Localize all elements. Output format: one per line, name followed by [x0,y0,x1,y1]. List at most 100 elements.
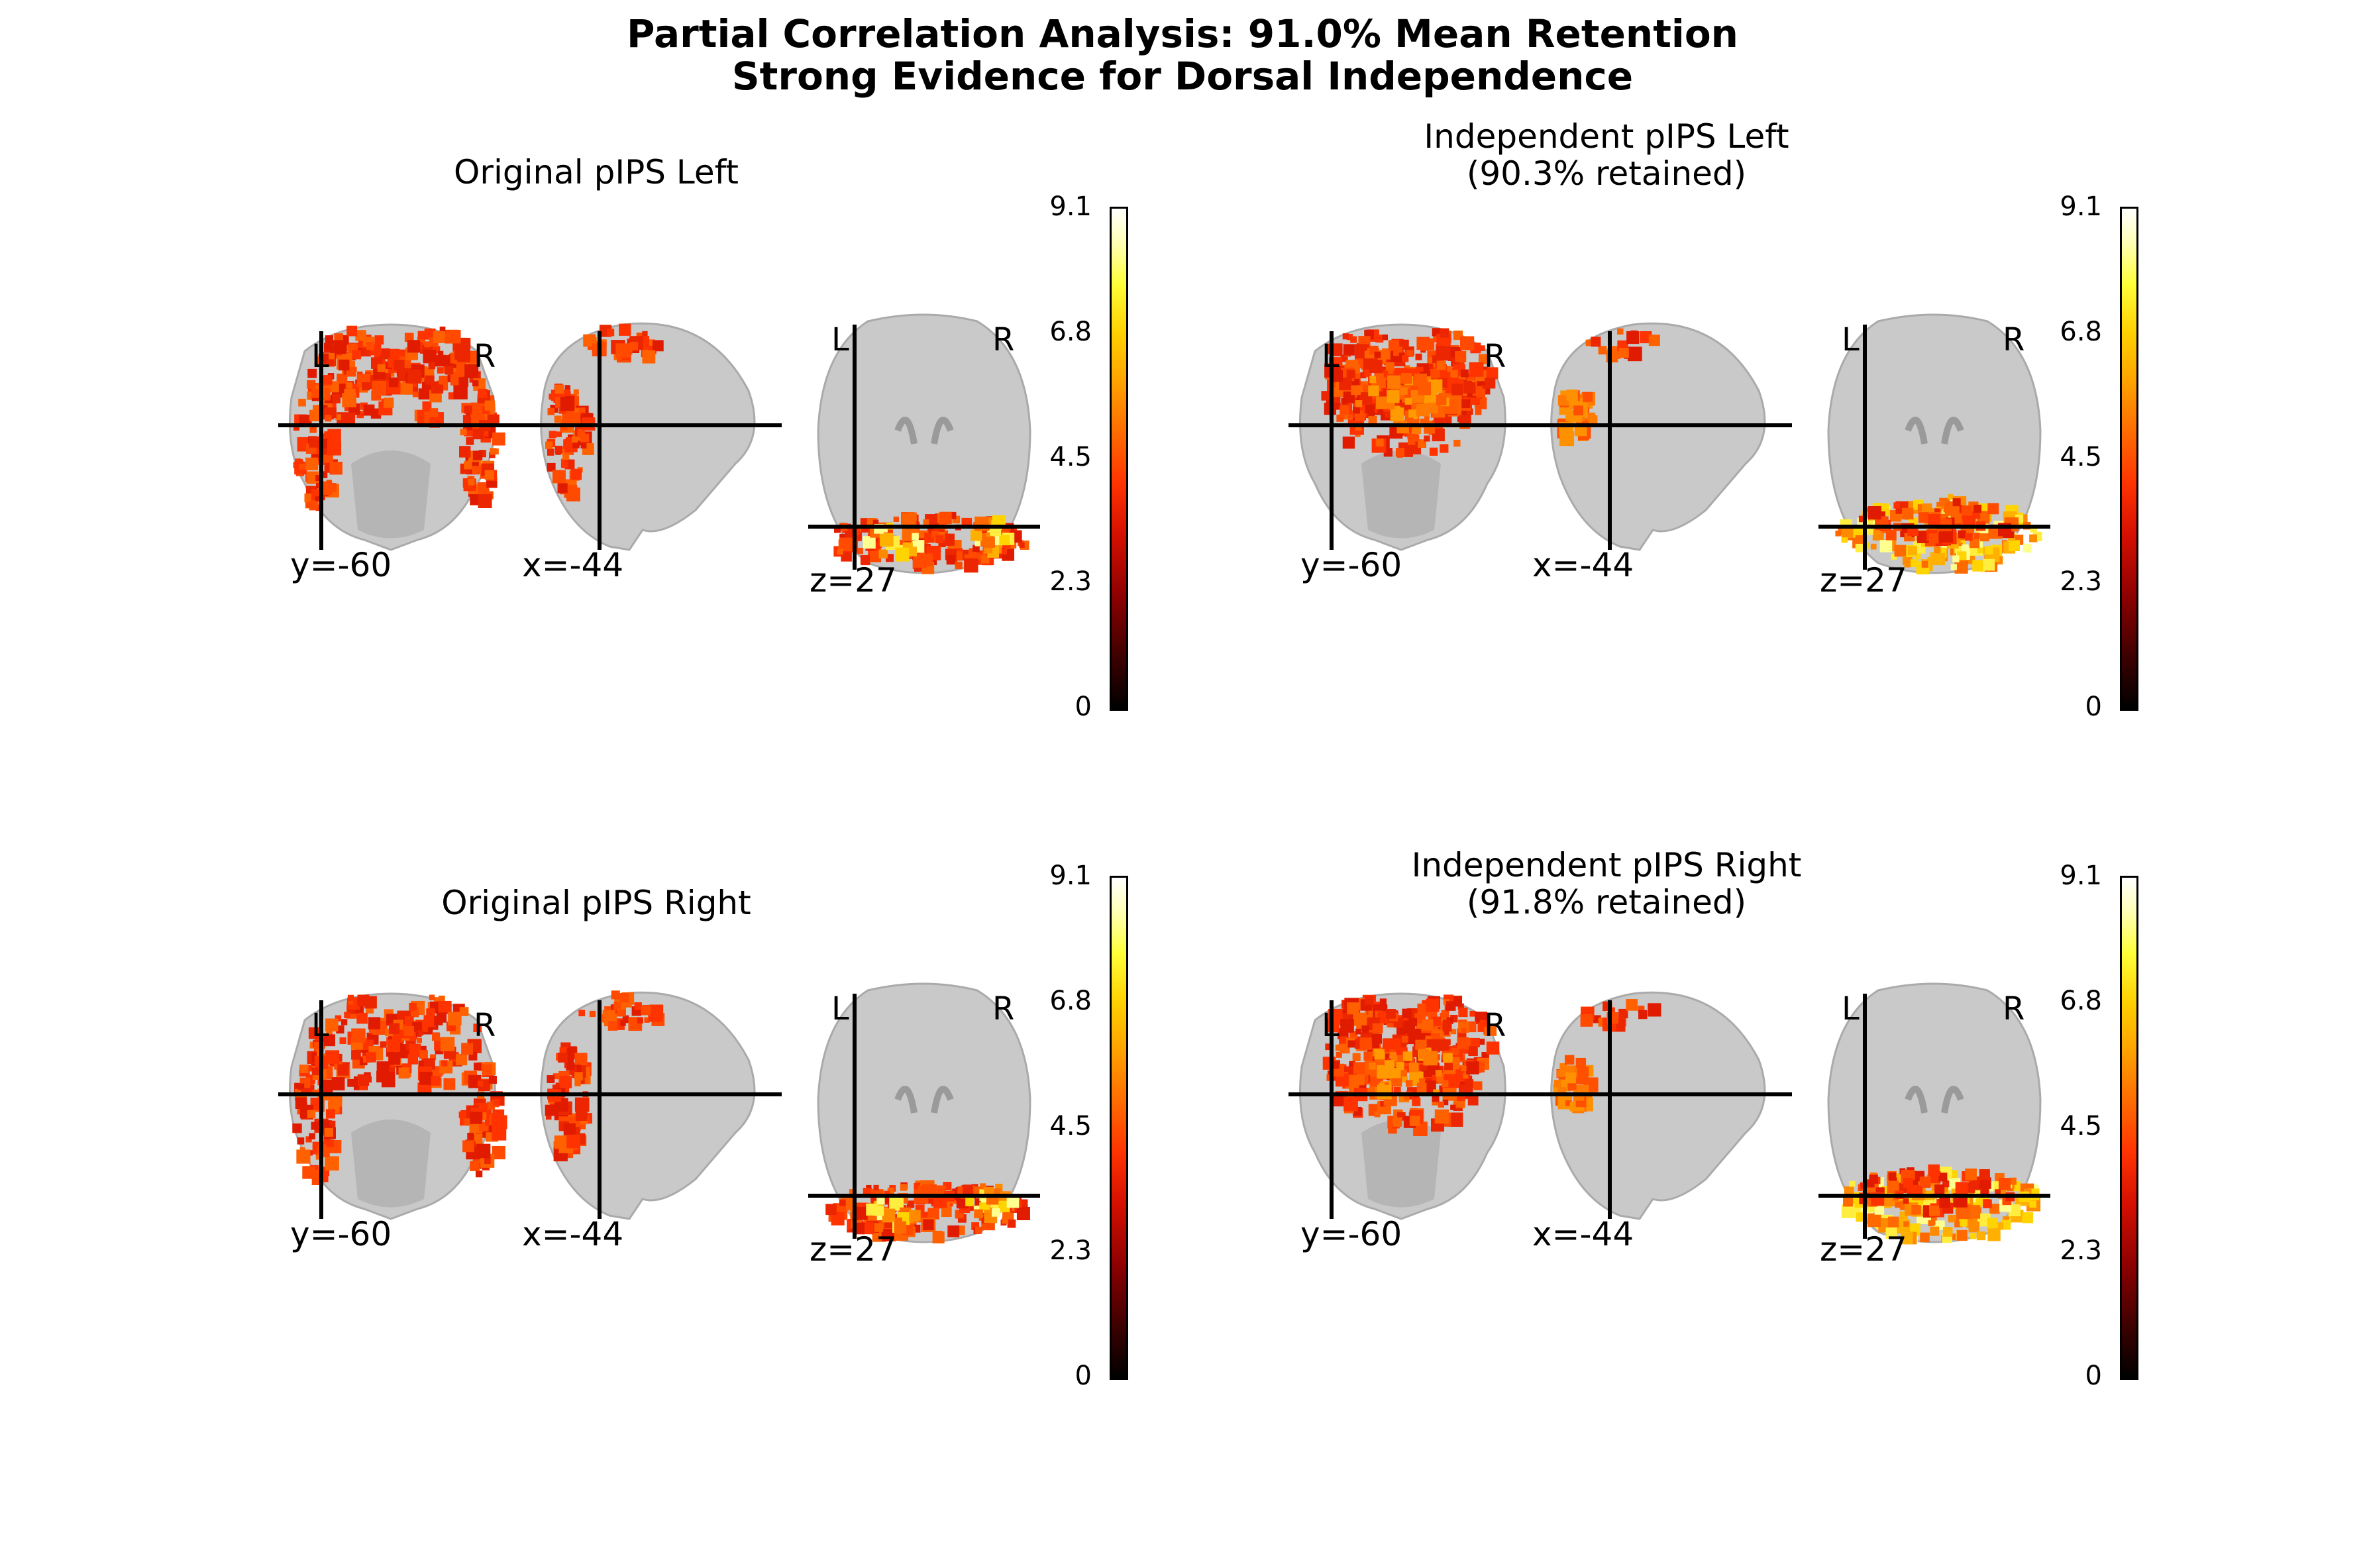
activation-voxel [641,1005,651,1016]
panel-title: Original pIPS Right [441,884,751,922]
activation-voxel [407,1054,419,1065]
activation-voxel [623,1017,629,1023]
colorbar-tick-label: 6.8 [2060,985,2102,1016]
activation-voxel [1855,543,1864,552]
activation-voxel [1336,1051,1342,1058]
activation-voxel [374,335,384,345]
activation-voxel [315,496,321,502]
activation-voxel [407,369,422,384]
activation-voxel [545,1114,552,1120]
activation-voxel [1943,504,1952,513]
activation-voxel [1450,1014,1458,1023]
activation-voxel [292,1123,302,1133]
activation-voxel [1462,1046,1469,1053]
activation-voxel [1420,342,1429,351]
activation-voxel [462,1140,474,1153]
activation-voxel [933,1194,947,1208]
activation-voxel [307,380,316,389]
activation-voxel [342,393,356,407]
sagittal-coordinate-label: x=-44 [1532,546,1634,584]
activation-voxel [1987,1218,1998,1229]
activation-voxel [642,350,656,364]
activation-voxel [335,1015,342,1021]
activation-voxel [557,1053,568,1063]
brain-slices [278,982,1040,1244]
activation-voxel [1408,1063,1419,1072]
activation-voxel [472,466,481,475]
activation-voxel [430,1054,437,1061]
activation-voxel [893,516,899,523]
activation-voxel [1908,546,1917,556]
activation-voxel [1430,369,1440,379]
activation-voxel [557,483,568,494]
activation-voxel [1416,403,1430,417]
activation-voxel [1016,1207,1030,1221]
activation-voxel [1436,360,1446,370]
panel-subtitle: (90.3% retained) [1466,154,1747,193]
activation-voxel [1463,1072,1469,1079]
activation-voxel [327,359,335,367]
activation-voxel [409,1043,421,1056]
activation-voxel [327,429,341,443]
activation-voxel [1401,1035,1408,1043]
activation-voxel [324,1127,334,1137]
activation-voxel [1970,1233,1977,1239]
activation-voxel [556,431,562,437]
activation-voxel [1405,1080,1413,1087]
activation-voxel [1369,376,1377,384]
activation-voxel [477,1080,484,1086]
activation-voxel [368,1017,381,1029]
activation-voxel [972,545,980,552]
activation-voxel [1382,334,1389,340]
activation-voxel [2029,534,2037,543]
activation-voxel [1942,1227,1953,1237]
activation-voxel [607,1021,618,1031]
activation-voxel [1444,1061,1453,1071]
activation-voxel [1355,424,1362,431]
activation-voxel [1406,1028,1422,1043]
activation-voxel [492,432,505,446]
orientation-right-label: R [2003,990,2025,1027]
activation-voxel [1891,553,1897,560]
activation-voxel [484,1157,491,1165]
activation-voxel [307,368,317,378]
activation-voxel [1979,1169,1990,1180]
activation-voxel [1580,1014,1593,1027]
activation-voxel [1894,545,1907,557]
activation-voxel [388,1053,401,1065]
activation-voxel [472,428,484,440]
activation-voxel [1928,533,1939,544]
activation-voxel [825,1204,837,1216]
activation-voxel [437,350,444,357]
activation-voxel [424,341,431,348]
activation-voxel [309,436,321,448]
activation-voxel [611,990,620,1000]
activation-voxel [458,1111,466,1119]
activation-voxel [419,1071,433,1085]
activation-voxel [912,1224,921,1233]
activation-voxel [432,1033,441,1041]
activation-voxel [440,382,448,391]
orientation-left-label: L [1842,990,1860,1027]
activation-voxel [362,382,370,391]
activation-voxel [433,331,445,343]
activation-voxel [545,441,553,449]
activation-voxel [931,531,939,538]
activation-voxel [466,411,472,418]
activation-voxel [1336,414,1344,422]
activation-voxel [307,1065,313,1072]
activation-voxel [580,433,590,443]
activation-voxel [1443,1053,1453,1063]
activation-voxel [1895,1201,1901,1208]
activation-voxel [547,462,556,472]
activation-voxel [1579,393,1585,400]
activation-voxel [1849,1180,1856,1187]
activation-voxel [1372,1023,1383,1034]
activation-voxel [397,1035,405,1043]
activation-voxel [492,1109,505,1122]
activation-voxel [878,549,888,558]
activation-voxel [409,1002,417,1011]
activation-voxel [1922,503,1932,514]
activation-voxel [1934,508,1941,515]
activation-voxel [1400,388,1408,395]
